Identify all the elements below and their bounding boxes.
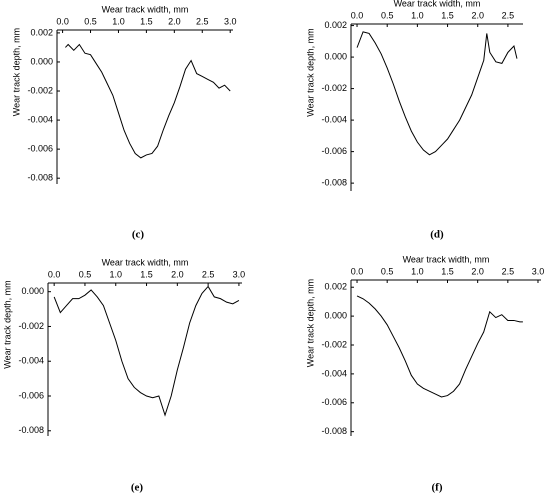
panel-caption: (d)	[430, 229, 444, 241]
x-tick-label: 1.0	[411, 266, 424, 276]
x-tick-label: 0.0	[48, 269, 61, 279]
profile-line	[65, 43, 231, 159]
x-tick-label: 2.0	[168, 16, 181, 26]
y-tick-label: -0.008	[27, 173, 53, 183]
x-tick-label: 0.5	[79, 269, 92, 279]
x-tick-label: 1.0	[411, 10, 424, 20]
y-tick-label: 0.000	[21, 286, 44, 296]
x-tick-label: 0.5	[84, 16, 97, 26]
x-tick-label: 1.5	[140, 269, 153, 279]
y-axis-title: Wear track depth, mm	[11, 28, 21, 116]
y-tick-label: -0.008	[321, 426, 347, 436]
panel-caption: (e)	[131, 482, 144, 494]
x-tick-label: 0.5	[381, 10, 394, 20]
y-tick-label: -0.008	[321, 177, 347, 187]
y-tick-label: 0.002	[324, 20, 347, 30]
y-tick-label: -0.004	[321, 368, 347, 378]
y-axis-title: Wear track depth, mm	[305, 28, 315, 116]
x-axis-title: Wear track width, mm	[403, 254, 490, 264]
y-tick-label: -0.004	[321, 114, 347, 124]
x-tick-label: 2.0	[171, 269, 184, 279]
x-axis-title: Wear track width, mm	[102, 257, 189, 267]
x-tick-label: 0.0	[56, 16, 69, 26]
x-tick-label: 1.5	[441, 10, 454, 20]
y-tick-label: -0.002	[321, 339, 347, 349]
y-tick-label: -0.002	[27, 85, 53, 95]
x-tick-label: 2.5	[502, 10, 515, 20]
x-tick-label: 3.0	[224, 16, 237, 26]
x-tick-label: 0.5	[381, 266, 394, 276]
x-axis-title: Wear track width, mm	[102, 4, 189, 14]
x-tick-label: 2.5	[196, 16, 209, 26]
y-axis-title: Wear track depth, mm	[2, 280, 12, 368]
y-tick-label: -0.004	[18, 356, 44, 366]
y-tick-label: -0.006	[27, 144, 53, 154]
y-tick-label: -0.002	[18, 321, 44, 331]
profile-line	[356, 31, 518, 156]
x-tick-label: 2.5	[202, 269, 215, 279]
x-tick-label: 0.0	[351, 266, 364, 276]
x-axis-title: Wear track width, mm	[394, 0, 481, 8]
panel-caption: (c)	[132, 229, 145, 241]
x-tick-label: 2.5	[502, 266, 515, 276]
y-tick-label: 0.002	[324, 282, 347, 292]
y-tick-label: -0.008	[18, 425, 44, 435]
y-tick-label: 0.000	[324, 310, 347, 320]
x-tick-label: 0.0	[351, 10, 364, 20]
x-tick-label: 1.5	[140, 16, 153, 26]
profile-line	[356, 295, 523, 398]
y-tick-label: 0.000	[30, 56, 53, 66]
panel-caption: (f)	[432, 482, 443, 494]
y-tick-label: -0.006	[321, 397, 347, 407]
y-tick-label: -0.002	[321, 83, 347, 93]
x-tick-label: 1.5	[441, 266, 454, 276]
x-tick-label: 1.0	[112, 16, 125, 26]
y-tick-label: -0.006	[18, 390, 44, 400]
x-tick-label: 3.0	[532, 266, 545, 276]
x-tick-label: 3.0	[233, 269, 246, 279]
profile-line	[53, 285, 240, 417]
x-tick-label: 2.0	[471, 266, 484, 276]
x-tick-label: 1.0	[109, 269, 122, 279]
y-tick-label: 0.002	[30, 27, 53, 37]
y-tick-label: -0.004	[27, 114, 53, 124]
x-tick-label: 2.0	[471, 10, 484, 20]
y-tick-label: 0.000	[324, 51, 347, 61]
y-axis-title: Wear track depth, mm	[305, 279, 315, 367]
y-tick-label: -0.006	[321, 146, 347, 156]
